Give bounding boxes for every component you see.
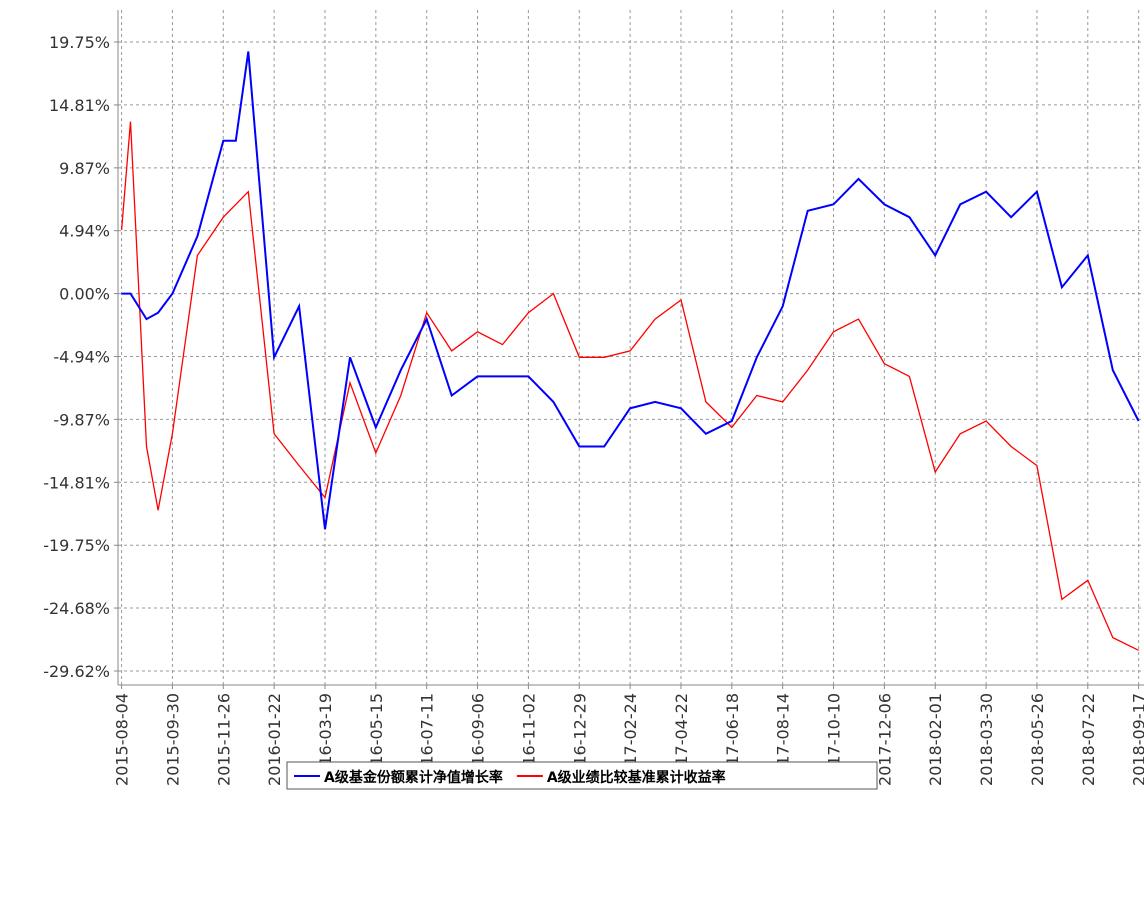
x-tick-label: 2018-03-30 bbox=[977, 693, 996, 786]
x-tick-label: 2017-12-06 bbox=[875, 693, 894, 786]
y-tick-label: 9.87% bbox=[59, 159, 110, 178]
series-line bbox=[121, 51, 1140, 530]
y-tick-label: 14.81% bbox=[49, 96, 110, 115]
x-tick-label: 2016-01-22 bbox=[265, 693, 284, 786]
y-tick-label: -29.62% bbox=[43, 662, 110, 681]
x-tick-label: 2018-07-22 bbox=[1079, 693, 1098, 786]
x-tick-label: 2018-05-26 bbox=[1028, 693, 1047, 786]
y-tick-label: 19.75% bbox=[49, 33, 110, 52]
legend-label: A级业绩比较基准累计收益率 bbox=[547, 769, 726, 786]
y-tick-label: -9.87% bbox=[53, 410, 110, 429]
y-tick-label: -24.68% bbox=[43, 599, 110, 618]
x-tick-label: 2015-09-30 bbox=[163, 693, 182, 786]
y-tick-label: 0.00% bbox=[59, 285, 110, 304]
series-line bbox=[120, 121, 1139, 651]
x-tick-label: 2015-08-04 bbox=[113, 693, 132, 786]
y-tick-label: 4.94% bbox=[59, 222, 110, 241]
x-tick-label: 2018-09-17 bbox=[1130, 693, 1144, 786]
legend-label: A级基金份额累计净值增长率 bbox=[324, 769, 503, 786]
x-tick-label: 2015-11-26 bbox=[214, 693, 233, 786]
legend-box bbox=[286, 761, 878, 790]
legend: A级基金份额累计净值增长率 A级业绩比较基准累计收益率 bbox=[286, 761, 878, 790]
y-tick-label: -14.81% bbox=[43, 473, 110, 492]
y-tick-label: -4.94% bbox=[53, 348, 110, 367]
x-tick-label: 2018-02-01 bbox=[926, 693, 945, 786]
y-tick-label: -19.75% bbox=[43, 536, 110, 555]
